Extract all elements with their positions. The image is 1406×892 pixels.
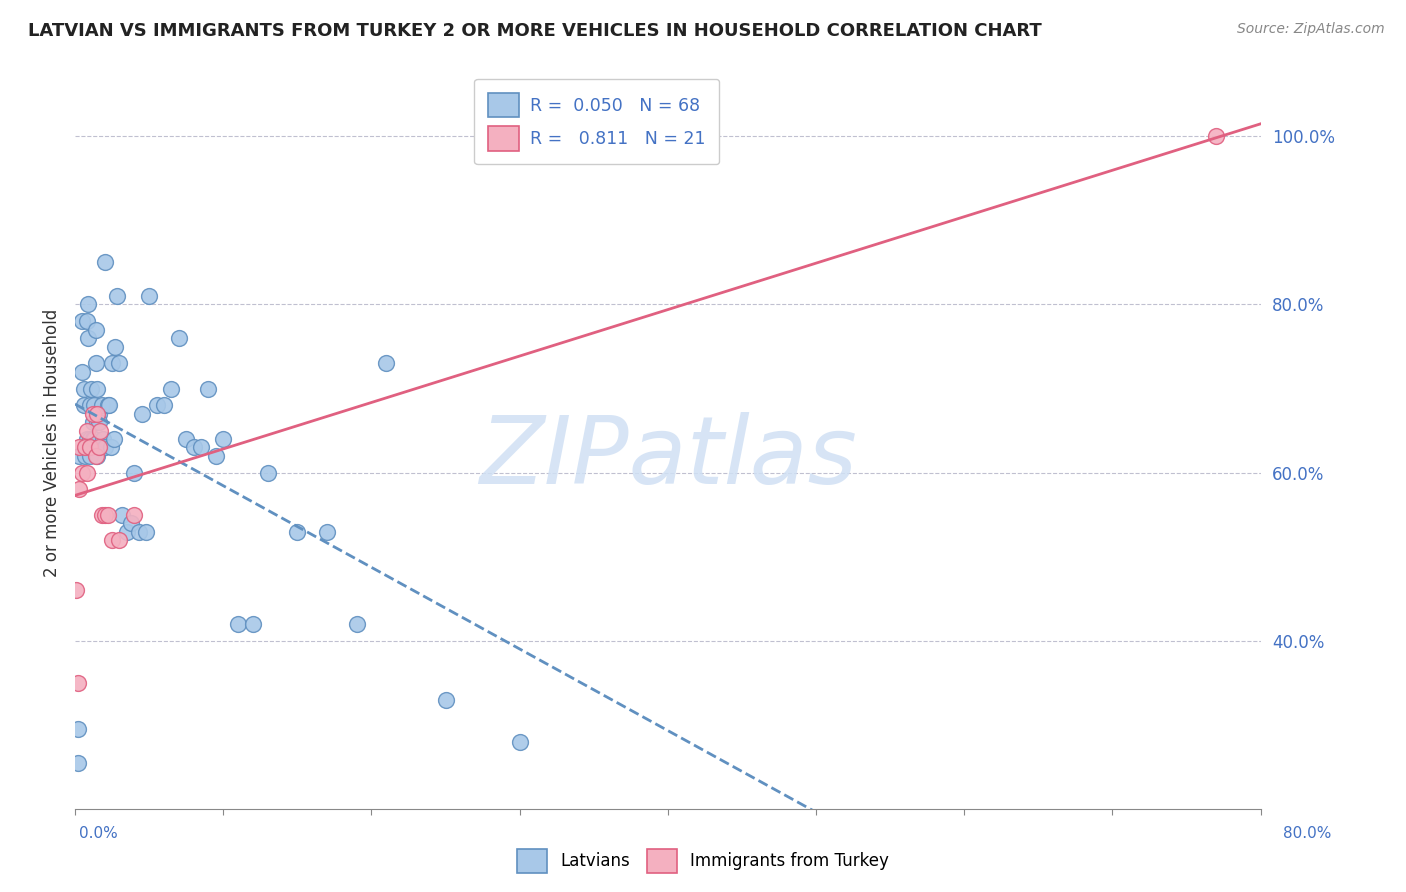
Point — [256, 466, 278, 480]
Point — [97, 508, 120, 522]
Point — [346, 617, 368, 632]
Point — [84, 323, 107, 337]
Point — [100, 441, 122, 455]
Point — [86, 449, 108, 463]
Point — [66, 722, 89, 736]
Point — [76, 432, 98, 446]
Y-axis label: 2 or more Vehicles in Household: 2 or more Vehicles in Household — [44, 310, 60, 577]
Point — [80, 441, 103, 455]
Point — [375, 356, 398, 370]
Point — [83, 432, 105, 446]
Point — [69, 441, 91, 455]
Point — [89, 441, 111, 455]
Point — [76, 314, 98, 328]
Text: 0.0%: 0.0% — [79, 827, 118, 841]
Point — [115, 524, 138, 539]
Point — [82, 407, 104, 421]
Point — [84, 449, 107, 463]
Point — [226, 617, 249, 632]
Point — [124, 466, 146, 480]
Point — [197, 382, 219, 396]
Point — [135, 524, 157, 539]
Point — [105, 289, 128, 303]
Point — [1205, 129, 1227, 144]
Point — [65, 583, 87, 598]
Point — [87, 407, 110, 421]
Legend: Latvians, Immigrants from Turkey: Latvians, Immigrants from Turkey — [510, 842, 896, 880]
Point — [79, 432, 101, 446]
Point — [104, 339, 127, 353]
Point — [75, 449, 97, 463]
Point — [128, 524, 150, 539]
Point — [183, 441, 205, 455]
Point — [101, 533, 124, 547]
Point — [167, 331, 190, 345]
Text: Source: ZipAtlas.com: Source: ZipAtlas.com — [1237, 22, 1385, 37]
Point — [108, 356, 131, 370]
Point — [82, 432, 104, 446]
Point — [79, 398, 101, 412]
Text: 80.0%: 80.0% — [1284, 827, 1331, 841]
Point — [242, 617, 264, 632]
Point — [93, 508, 115, 522]
Point — [108, 533, 131, 547]
Point — [83, 398, 105, 412]
Point — [93, 255, 115, 269]
Point — [212, 432, 235, 446]
Point — [98, 398, 121, 412]
Point — [66, 756, 89, 770]
Point — [285, 524, 308, 539]
Point — [316, 524, 339, 539]
Point — [77, 331, 100, 345]
Text: ZIPatlas: ZIPatlas — [479, 412, 856, 503]
Point — [72, 314, 94, 328]
Point — [93, 441, 115, 455]
Point — [120, 516, 142, 530]
Point — [79, 449, 101, 463]
Point — [82, 415, 104, 429]
Point — [66, 676, 89, 690]
Legend: R =  0.050   N = 68, R =   0.811   N = 21: R = 0.050 N = 68, R = 0.811 N = 21 — [474, 78, 718, 164]
Point — [90, 398, 112, 412]
Point — [87, 415, 110, 429]
Point — [131, 407, 153, 421]
Point — [124, 508, 146, 522]
Text: LATVIAN VS IMMIGRANTS FROM TURKEY 2 OR MORE VEHICLES IN HOUSEHOLD CORRELATION CH: LATVIAN VS IMMIGRANTS FROM TURKEY 2 OR M… — [28, 22, 1042, 40]
Point — [72, 365, 94, 379]
Point — [80, 382, 103, 396]
Point — [97, 398, 120, 412]
Point — [69, 483, 91, 497]
Point — [75, 441, 97, 455]
Point — [138, 289, 160, 303]
Point — [145, 398, 167, 412]
Point — [86, 415, 108, 429]
Point — [174, 432, 197, 446]
Point — [87, 441, 110, 455]
Point — [111, 508, 134, 522]
Point — [76, 466, 98, 480]
Point — [509, 735, 531, 749]
Point — [90, 508, 112, 522]
Point — [73, 398, 96, 412]
Point — [103, 432, 125, 446]
Point — [89, 424, 111, 438]
Point — [73, 382, 96, 396]
Point — [86, 407, 108, 421]
Point — [86, 382, 108, 396]
Point — [72, 466, 94, 480]
Point — [76, 424, 98, 438]
Point — [77, 297, 100, 311]
Point — [79, 441, 101, 455]
Point — [160, 382, 183, 396]
Point — [153, 398, 176, 412]
Point — [91, 432, 114, 446]
Point — [434, 692, 457, 706]
Point — [204, 449, 226, 463]
Point — [101, 356, 124, 370]
Point — [190, 441, 212, 455]
Point — [69, 449, 91, 463]
Point — [84, 356, 107, 370]
